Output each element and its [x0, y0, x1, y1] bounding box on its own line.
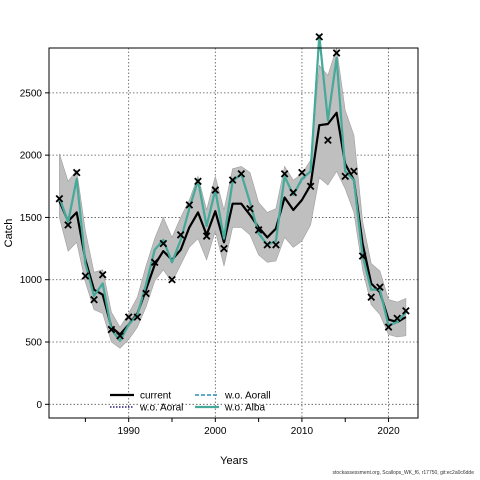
- observation-point-2016: [350, 167, 358, 176]
- observation-point-1987: [98, 270, 107, 279]
- observation-point-2003: [237, 169, 246, 178]
- observation-point-2004: [246, 204, 254, 213]
- observation-point-1998: [194, 177, 202, 186]
- x-axis: 1990 2000 2010 2020: [84, 418, 400, 437]
- y-axis: 0 500 1000 1500 2000 2500: [20, 88, 49, 411]
- observation-point-1993: [150, 258, 159, 267]
- y-axis-tick-label-1500: 1500: [20, 213, 43, 224]
- observation-point-2014: [332, 49, 341, 57]
- observation-point-1992: [142, 289, 150, 298]
- y-axis-tick-label-1000: 1000: [20, 275, 43, 286]
- observation-point-2022: [402, 307, 410, 315]
- observation-point-2013: [324, 136, 332, 145]
- y-axis-tick-label-2000: 2000: [20, 151, 43, 162]
- observation-point-2009: [289, 188, 298, 197]
- observation-point-2006: [263, 240, 272, 249]
- observation-point-2010: [298, 168, 306, 177]
- observation-point-2019: [376, 283, 384, 292]
- observation-point-1995: [168, 275, 176, 284]
- observation-point-2007: [272, 240, 280, 249]
- observation-point-1996: [176, 231, 185, 239]
- observation-point-2011: [306, 182, 315, 191]
- legend-label-w-o-aorall: w.o. Aorall: [224, 391, 271, 402]
- observation-point-1983: [64, 221, 72, 229]
- series-line-current: [58, 111, 407, 336]
- observation-point-2020: [384, 323, 393, 331]
- observation-point-2015: [341, 172, 350, 181]
- observation-point-1986: [90, 295, 98, 304]
- plot-frame: [48, 47, 419, 419]
- y-axis-label: Catch: [3, 219, 15, 248]
- x-axis-tick-label-2010: 2010: [291, 426, 314, 437]
- observation-point-1994: [159, 239, 168, 248]
- observation-point-1982: [55, 194, 64, 203]
- legend-label-w-o-alba: w.o. Alba: [224, 403, 265, 414]
- observation-point-1990: [124, 313, 133, 321]
- observation-point-1991: [133, 313, 142, 321]
- observation-point-1989: [116, 331, 124, 340]
- y-axis-tick-label-500: 500: [25, 338, 42, 349]
- legend-label-w-o-aoral: w.o. Aoral: [139, 403, 183, 414]
- footer-credit: stockassessment.org, Scallops_WK_f6, r17…: [332, 470, 474, 476]
- legend-label-current: current: [140, 391, 171, 402]
- observation-point-2012: [315, 32, 324, 41]
- observation-point-2001: [220, 244, 228, 253]
- x-axis-tick-label-2020: 2020: [377, 426, 400, 437]
- observation-points: [55, 32, 410, 340]
- plot-background: [49, 48, 418, 418]
- observation-point-2000: [211, 186, 220, 194]
- x-axis-tick-label-2000: 2000: [204, 426, 227, 437]
- observation-point-2002: [228, 176, 237, 184]
- y-axis-tick-label-2500: 2500: [20, 88, 43, 99]
- x-axis-tick-label-1990: 1990: [118, 426, 141, 437]
- observation-point-1988: [107, 325, 116, 334]
- observation-point-2008: [280, 169, 289, 178]
- observation-point-1984: [72, 168, 81, 177]
- observation-point-2021: [393, 314, 402, 323]
- observation-point-2018: [367, 293, 376, 301]
- observation-point-2017: [358, 252, 367, 260]
- observation-point-1985: [81, 272, 90, 280]
- x-axis-label: Years: [220, 455, 248, 467]
- observation-point-1997: [185, 201, 194, 209]
- observation-point-2005: [254, 226, 263, 234]
- grid-lines: [49, 48, 418, 418]
- y-axis-tick-label-0: 0: [36, 400, 42, 411]
- observation-point-1999: [202, 232, 211, 240]
